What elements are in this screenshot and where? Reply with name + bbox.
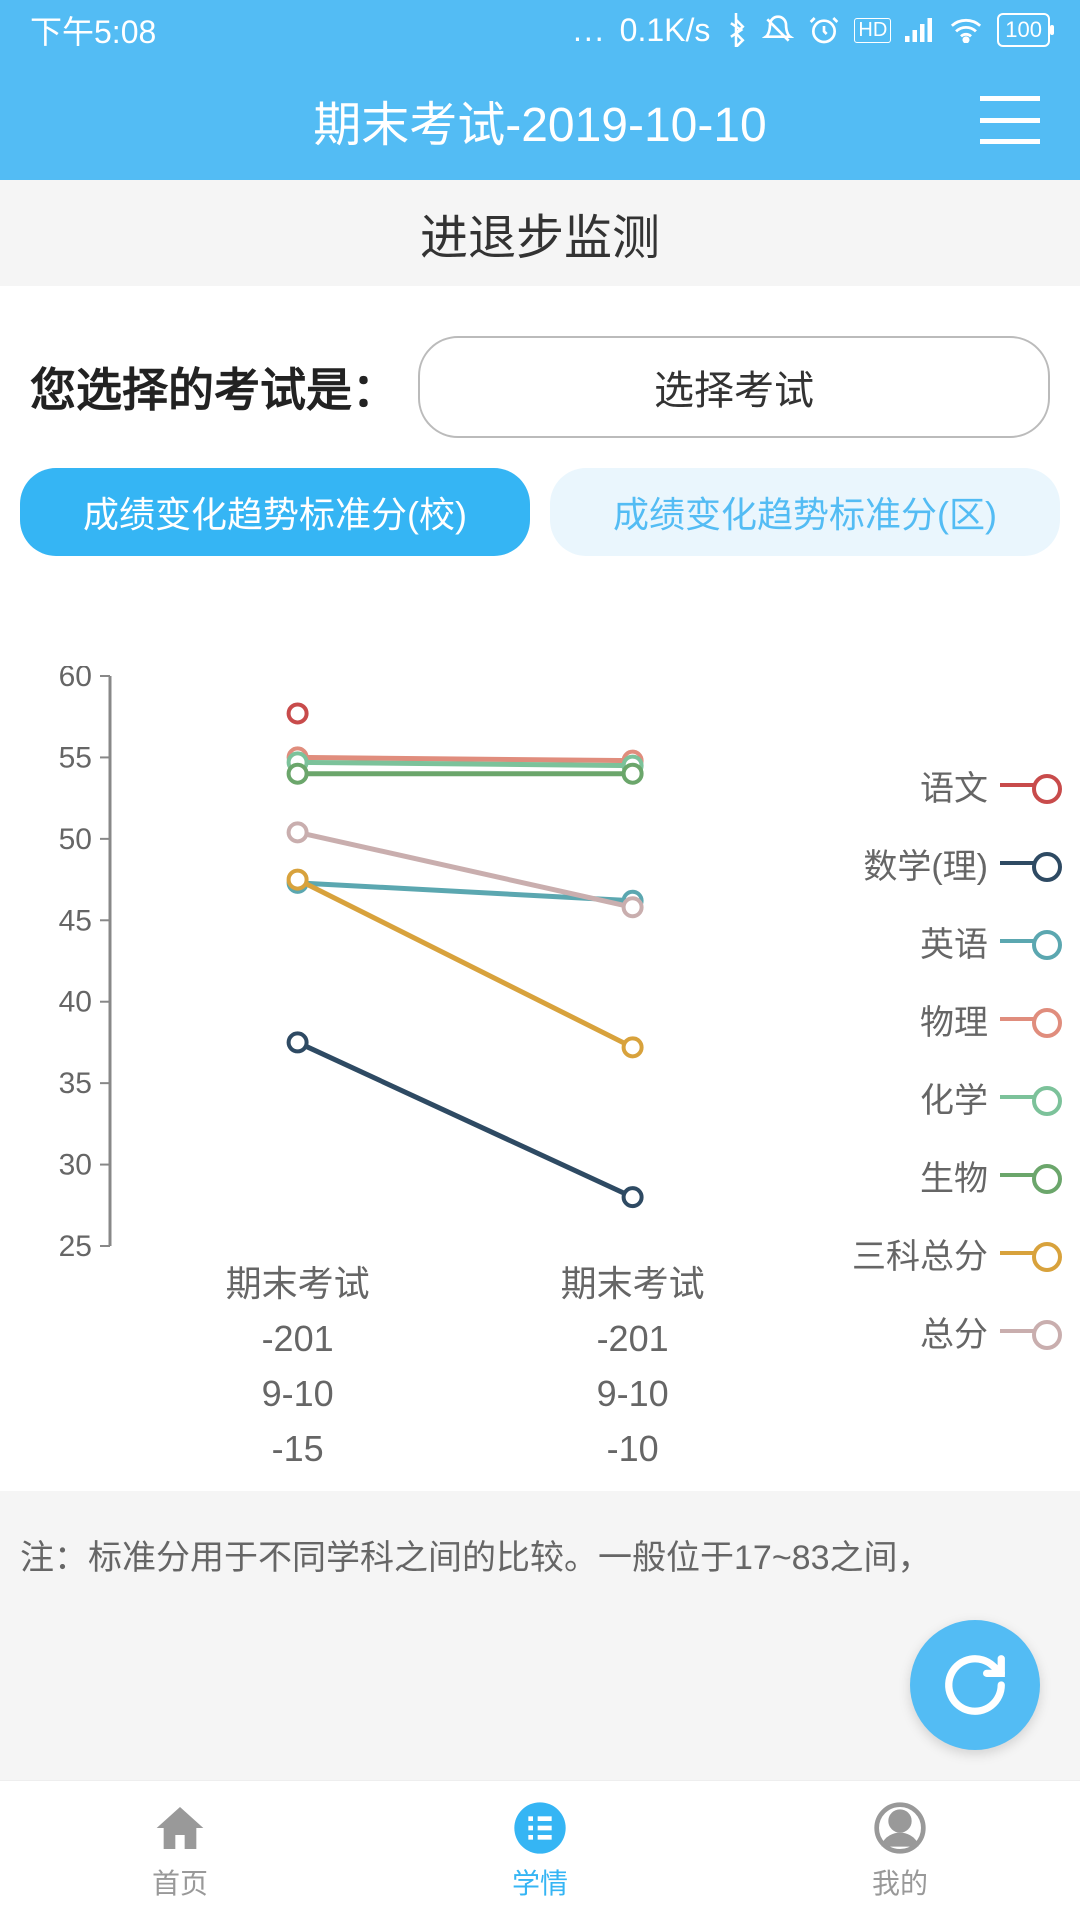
legend-item[interactable]: 英语 (810, 902, 1060, 980)
legend-swatch (1000, 1017, 1060, 1021)
svg-text:25: 25 (59, 1230, 92, 1263)
status-right: ... 0.1K/s HD 100 (573, 12, 1050, 49)
legend-swatch (1000, 783, 1060, 787)
svg-text:-201: -201 (262, 1318, 334, 1359)
svg-text:40: 40 (59, 986, 92, 1019)
bluetooth-icon (724, 13, 748, 47)
legend-swatch (1000, 939, 1060, 943)
content: 您选择的考试是： 选择考试 成绩变化趋势标准分(校) 成绩变化趋势标准分(区) … (0, 286, 1080, 1491)
nav-mine[interactable]: 我的 (720, 1781, 1080, 1920)
legend-item[interactable]: 生物 (810, 1136, 1060, 1214)
status-bar: 下午5:08 ... 0.1K/s HD 100 (0, 0, 1080, 60)
svg-text:55: 55 (59, 741, 92, 774)
legend-label: 生物 (920, 1151, 988, 1200)
legend-swatch (1000, 1251, 1060, 1255)
home-icon (152, 1800, 208, 1856)
legend-label: 语文 (920, 761, 988, 810)
legend-item[interactable]: 物理 (810, 980, 1060, 1058)
page-title: 期末考试-2019-10-10 (313, 85, 767, 155)
legend: 语文数学(理) 英语物理化学生物三科总分总分 (810, 666, 1060, 1491)
legend-label: 英语 (920, 917, 988, 966)
battery-icon: 100 (997, 13, 1050, 47)
chart: 25 30 35 40 45 50 55 60 期末考试 -201 9-10 -15 期末考试 -201 9… (20, 556, 1060, 1491)
status-time: 下午5:08 (30, 7, 156, 53)
user-icon (872, 1800, 928, 1856)
legend-item[interactable]: 三科总分 (810, 1214, 1060, 1292)
dots-icon: ... (573, 12, 606, 49)
legend-label: 总分 (920, 1307, 988, 1356)
svg-text:9-10: 9-10 (597, 1373, 669, 1414)
svg-text:30: 30 (59, 1149, 92, 1182)
legend-swatch (1000, 861, 1060, 865)
svg-text:期末考试: 期末考试 (226, 1263, 370, 1304)
wifi-icon (949, 17, 983, 43)
svg-text:9-10: 9-10 (262, 1373, 334, 1414)
legend-item[interactable]: 总分 (810, 1292, 1060, 1370)
legend-item[interactable]: 数学(理) (810, 824, 1060, 902)
bottom-nav: 首页 学情 我的 (0, 1780, 1080, 1920)
refresh-button[interactable] (910, 1620, 1040, 1750)
learn-icon (512, 1800, 568, 1856)
svg-text:-15: -15 (272, 1428, 324, 1469)
legend-label: 数学(理) (863, 839, 988, 888)
nav-learn[interactable]: 学情 (360, 1781, 720, 1920)
select-exam-button[interactable]: 选择考试 (418, 336, 1050, 438)
legend-item[interactable]: 语文 (810, 746, 1060, 824)
svg-text:期末考试: 期末考试 (561, 1263, 705, 1304)
legend-swatch (1000, 1095, 1060, 1099)
hd-icon: HD (854, 18, 891, 43)
signal-icon (905, 17, 935, 43)
nav-mine-label: 我的 (872, 1862, 928, 1902)
tab-school[interactable]: 成绩变化趋势标准分(校) (20, 468, 530, 556)
svg-text:-10: -10 (607, 1428, 659, 1469)
nav-home[interactable]: 首页 (0, 1781, 360, 1920)
svg-text:35: 35 (59, 1067, 92, 1100)
tab-district[interactable]: 成绩变化趋势标准分(区) (550, 468, 1060, 556)
legend-swatch (1000, 1173, 1060, 1177)
legend-item[interactable]: 化学 (810, 1058, 1060, 1136)
svg-text:-201: -201 (597, 1318, 669, 1359)
nav-learn-label: 学情 (512, 1862, 568, 1902)
select-label: 您选择的考试是： (30, 354, 398, 420)
menu-icon[interactable] (980, 96, 1040, 144)
chart-svg: 25 30 35 40 45 50 55 60 期末考试 -201 9-10 -15 期末考试 -201 9… (20, 666, 810, 1491)
legend-label: 物理 (920, 995, 988, 1044)
mute-icon (762, 14, 794, 46)
header: 期末考试-2019-10-10 (0, 60, 1080, 180)
alarm-icon (808, 14, 840, 46)
nav-home-label: 首页 (152, 1862, 208, 1902)
svg-text:45: 45 (59, 904, 92, 937)
tabs: 成绩变化趋势标准分(校) 成绩变化趋势标准分(区) (20, 468, 1060, 556)
svg-text:50: 50 (59, 823, 92, 856)
status-speed: 0.1K/s (620, 12, 711, 49)
select-row: 您选择的考试是： 选择考试 (20, 316, 1060, 468)
sub-header: 进退步监测 (0, 180, 1080, 286)
legend-label: 化学 (920, 1073, 988, 1122)
note: 注：标准分用于不同学科之间的比较。一般位于17~83之间， (0, 1491, 1080, 1585)
legend-label: 三科总分 (852, 1229, 988, 1278)
svg-text:60: 60 (59, 666, 92, 693)
legend-swatch (1000, 1329, 1060, 1333)
